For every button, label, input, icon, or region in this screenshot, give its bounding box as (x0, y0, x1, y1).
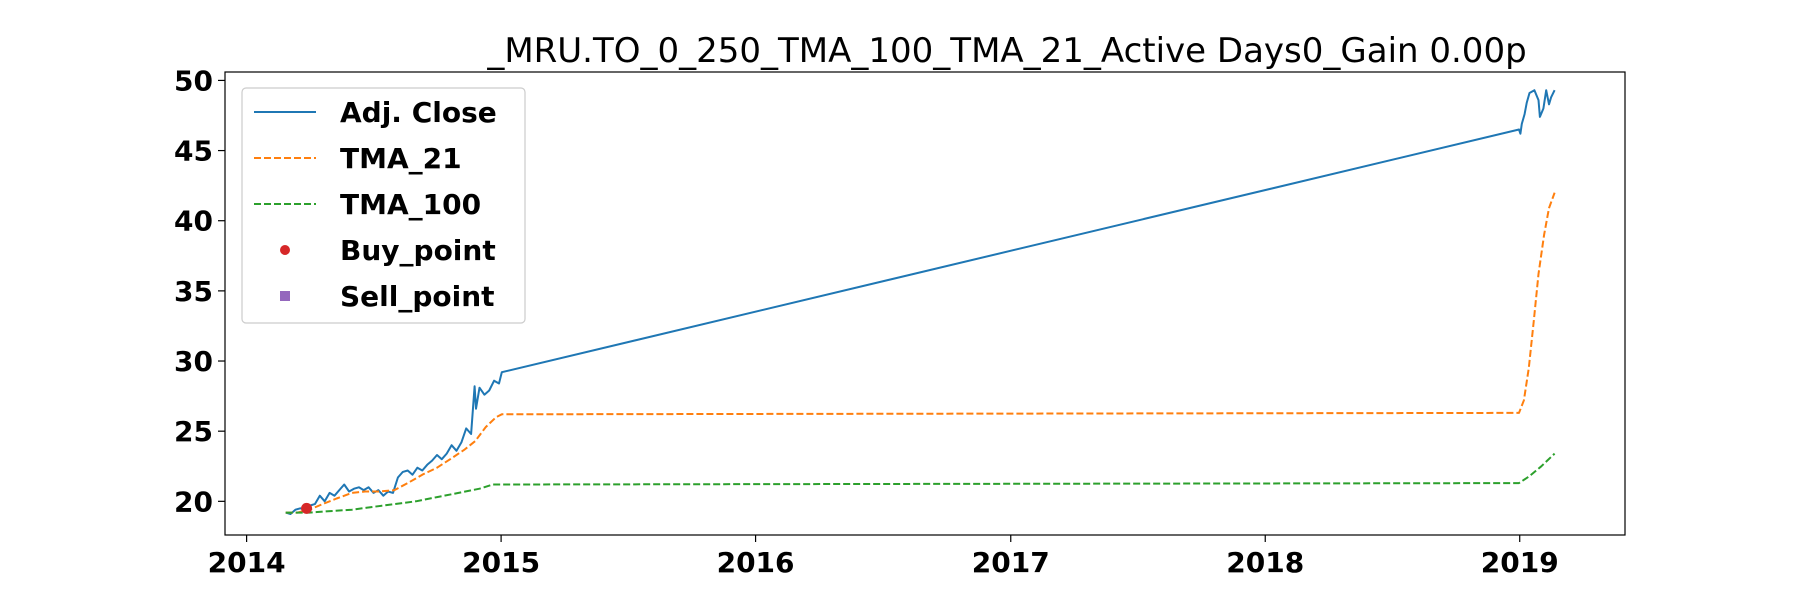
y-tick-label: 35 (174, 275, 213, 308)
legend-box (241, 87, 526, 324)
x-tick-label: 2016 (717, 546, 795, 579)
buy-point-marker (301, 502, 313, 514)
series-line-tma-21 (285, 192, 1556, 514)
x-tick-label: 2017 (972, 546, 1050, 579)
axes-frame (224, 71, 1626, 536)
x-tick-label: 2018 (1226, 546, 1304, 579)
legend-label: Sell_point (340, 280, 495, 313)
y-tick-label: 20 (174, 485, 213, 518)
plot-area (285, 89, 1556, 515)
y-tick-label: 45 (174, 135, 213, 168)
y-tick-label: 25 (174, 415, 213, 448)
y-tick-label: 30 (174, 345, 213, 378)
y-tick-label: 40 (174, 205, 213, 238)
legend-label: TMA_21 (340, 142, 462, 175)
legend-label: Adj. Close (340, 96, 497, 129)
legend-swatch-square (280, 291, 290, 301)
series-line-tma-100 (285, 452, 1556, 514)
legend-label: Buy_point (340, 234, 496, 267)
chart-title: _MRU.TO_0_250_TMA_100_TMA_21_Active Days… (486, 31, 1526, 71)
legend: Adj. Close TMA_21 TMA_100 Buy_point Sell_poi… (241, 87, 526, 324)
x-tick-label: 2019 (1481, 546, 1559, 579)
y-tick-label: 50 (174, 64, 213, 97)
series-line-adj-close (285, 89, 1556, 515)
legend-label: TMA_100 (340, 188, 481, 221)
x-tick-label: 2014 (208, 546, 286, 579)
legend-swatch-circle (280, 245, 290, 255)
axes: 2014 2015 2016 2017 2018 2019 20 25 30 35 40 45 50 (174, 64, 1626, 579)
x-tick-label: 2015 (462, 546, 540, 579)
